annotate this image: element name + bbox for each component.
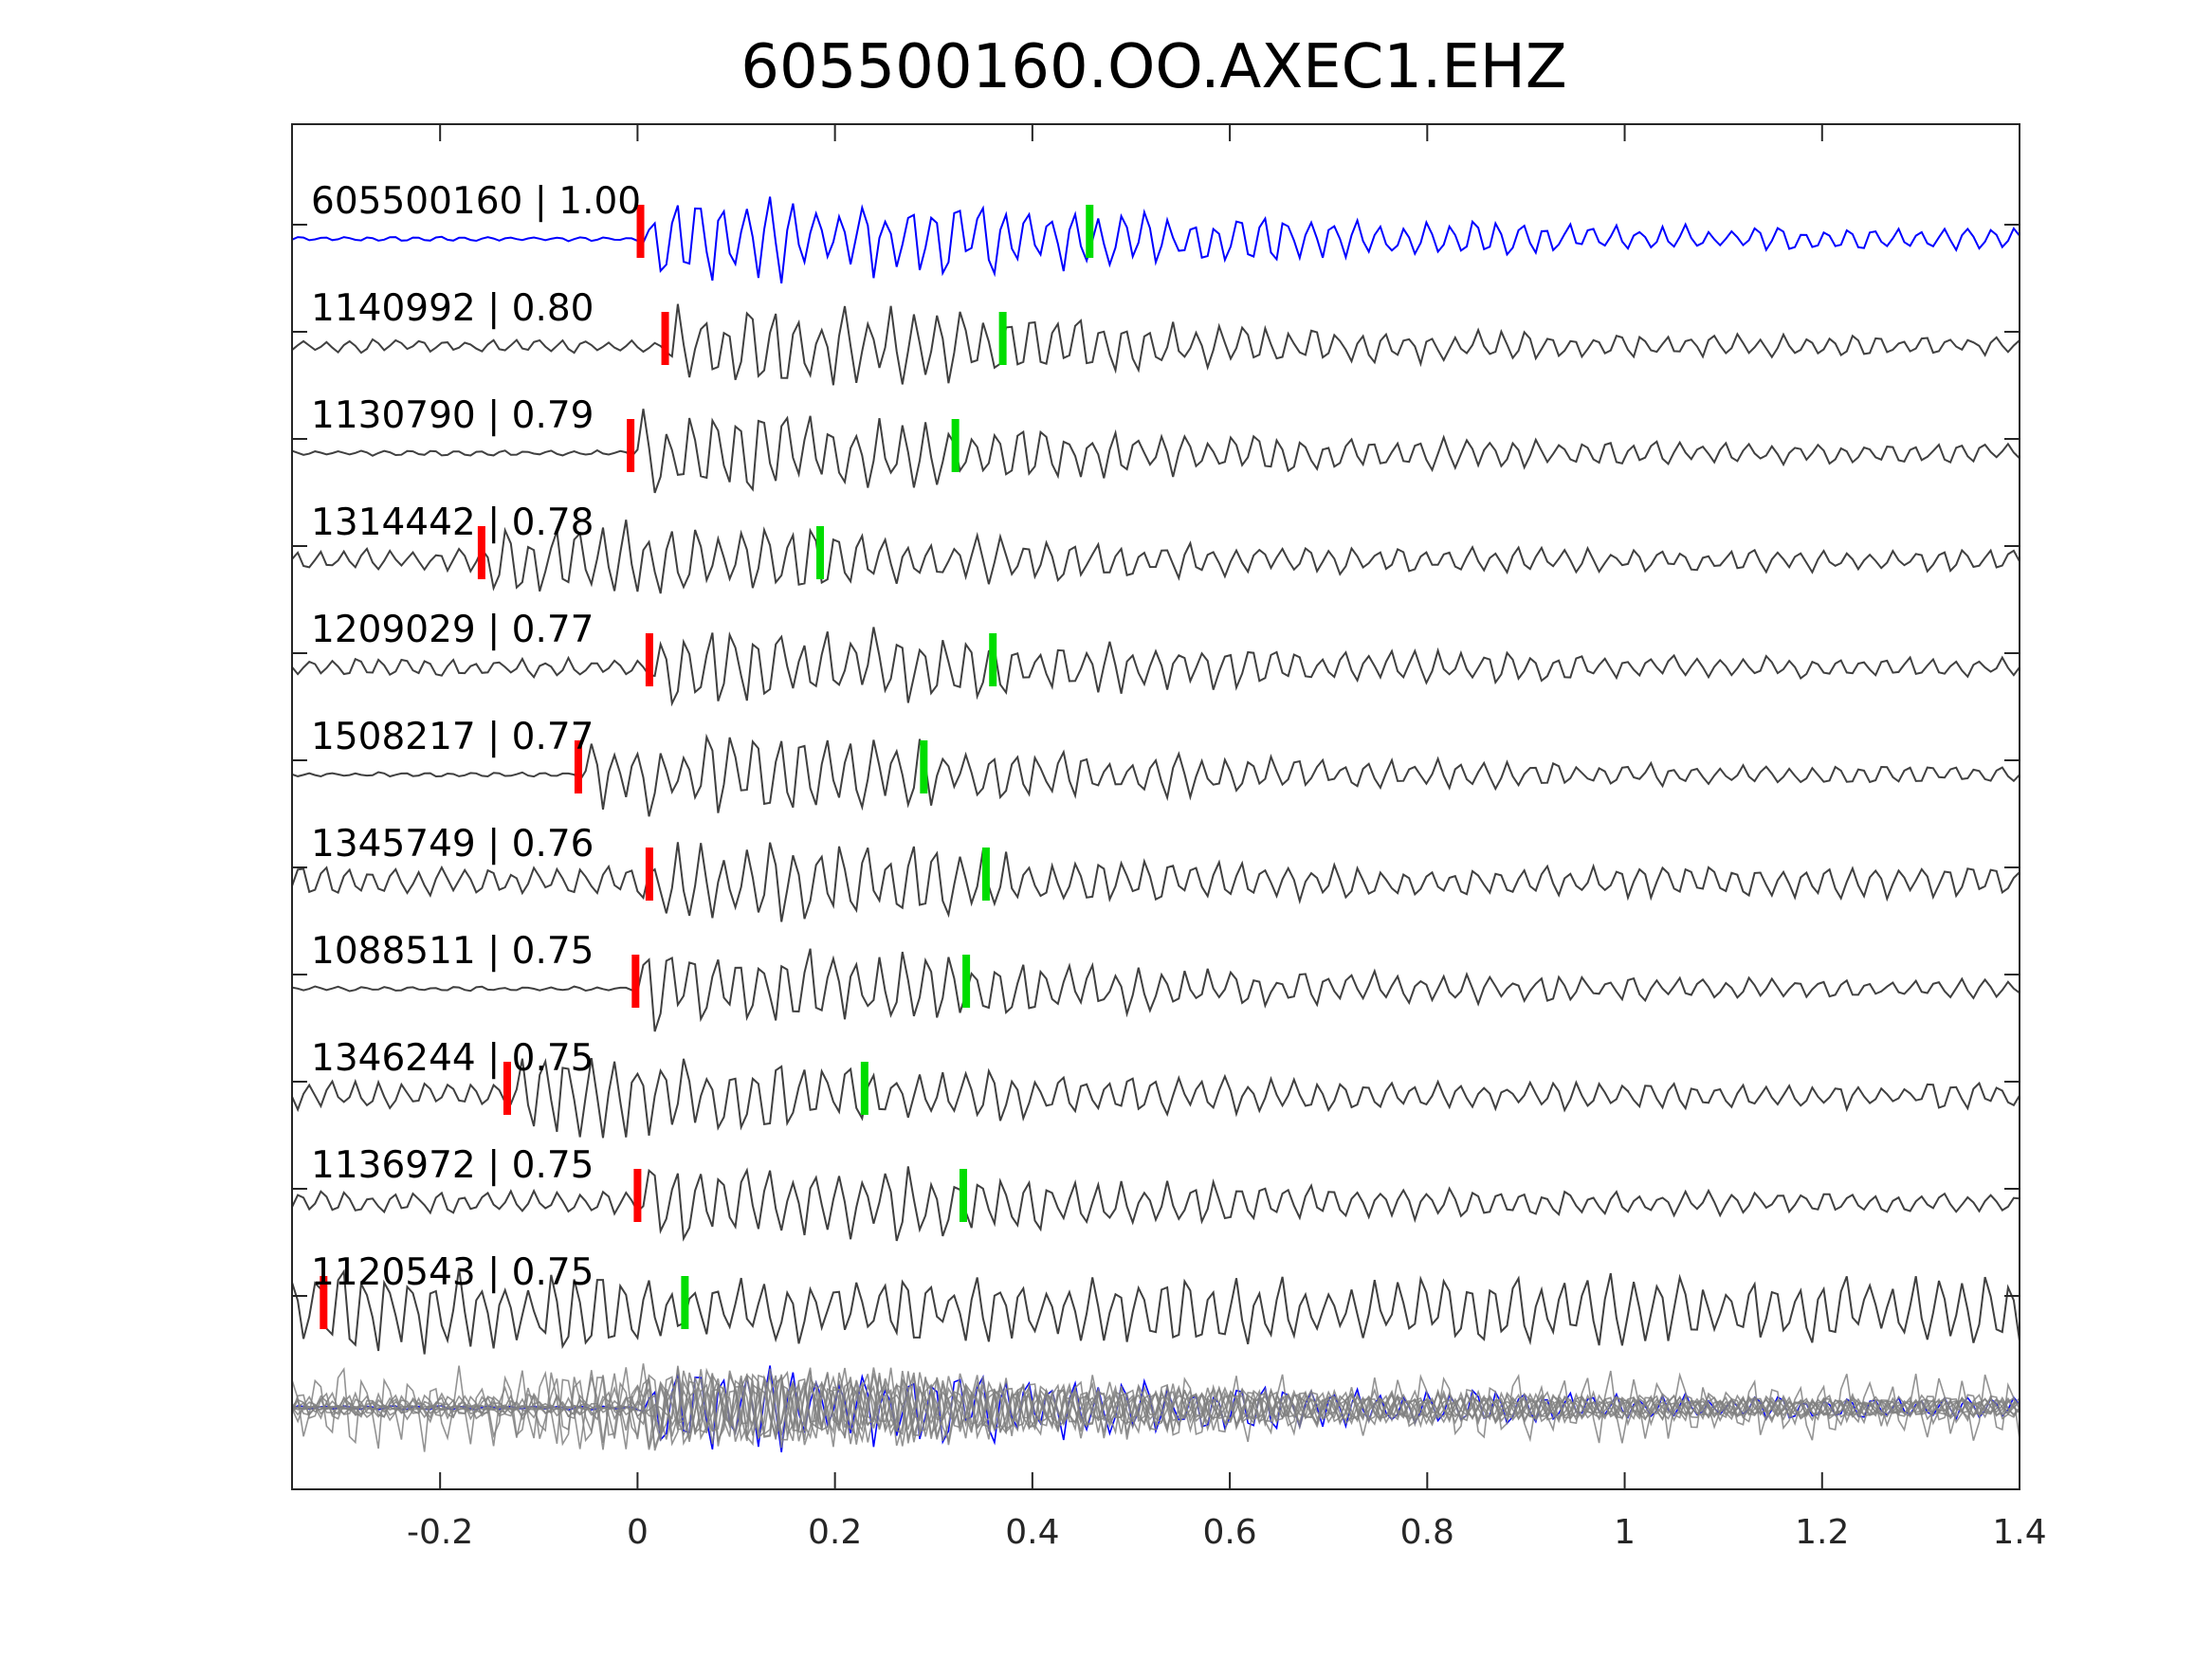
p-pick-marker-3 <box>627 419 635 472</box>
trace-label-7: 1345749 | 0.76 <box>311 823 594 866</box>
s-pick-marker-6 <box>920 740 928 793</box>
trace-label-5: 1209029 | 0.77 <box>311 609 594 651</box>
stack-overlay <box>291 1363 2020 1453</box>
x-tick-label-1: -0.2 <box>407 1513 473 1552</box>
x-tick-label-5: 0.6 <box>1202 1513 1256 1552</box>
p-pick-marker-7 <box>645 848 653 901</box>
x-tick-label-2: 0 <box>627 1513 649 1552</box>
trace-label-3: 1130790 | 0.79 <box>311 394 594 437</box>
trace-2 <box>291 303 2020 386</box>
p-pick-marker-2 <box>661 312 669 365</box>
s-pick-marker-2 <box>998 312 1007 365</box>
p-pick-marker-11 <box>320 1276 328 1329</box>
s-pick-marker-3 <box>951 419 960 472</box>
s-pick-marker-7 <box>981 848 990 901</box>
trace-label-10: 1136972 | 0.75 <box>311 1144 594 1187</box>
stack-trace-5 <box>291 1367 2020 1447</box>
trace-11 <box>291 1267 2020 1355</box>
picks-layer <box>320 205 1094 1329</box>
trace-9 <box>291 1058 2020 1139</box>
x-tick-label-7: 1 <box>1614 1513 1636 1552</box>
trace-8 <box>291 948 2020 1032</box>
x-tick-label-4: 0.4 <box>1005 1513 1059 1552</box>
trace-labels: 605500160 | 1.00 1140992 | 0.80 1130790 | … <box>311 180 641 1294</box>
stack-trace-2 <box>291 1365 2020 1448</box>
trace-label-2: 1140992 | 0.80 <box>311 287 594 330</box>
trace-label-1: 605500160 | 1.00 <box>311 180 641 223</box>
trace-label-11: 1120543 | 0.75 <box>311 1251 594 1294</box>
trace-1 <box>291 196 2020 284</box>
trace-3 <box>291 409 2020 494</box>
s-pick-marker-10 <box>959 1169 967 1222</box>
trace-10 <box>291 1166 2020 1242</box>
trace-label-4: 1314442 | 0.78 <box>311 501 594 544</box>
trace-5 <box>291 627 2020 707</box>
x-tick-label-9: 1.4 <box>1992 1513 2046 1552</box>
s-pick-marker-9 <box>860 1062 868 1115</box>
s-pick-marker-8 <box>962 955 971 1008</box>
s-pick-marker-1 <box>1086 205 1094 258</box>
stack-trace-11 <box>291 1365 2020 1452</box>
p-pick-marker-4 <box>477 526 485 579</box>
x-tick-label-6: 0.8 <box>1400 1513 1454 1552</box>
stack-trace-9 <box>291 1370 2020 1450</box>
s-pick-marker-5 <box>989 633 997 686</box>
x-tick-label-3: 0.2 <box>808 1513 862 1552</box>
p-pick-marker-5 <box>645 633 653 686</box>
y-axis-ticks <box>292 224 2020 1297</box>
chart-title: 605500160.OO.AXEC1.EHZ <box>740 32 1567 102</box>
s-pick-marker-4 <box>816 526 825 579</box>
x-axis-ticks: -0.2 0 0.2 0.4 0.6 0.8 1 1.2 1.4 <box>407 124 2047 1552</box>
p-pick-marker-10 <box>633 1169 642 1222</box>
plot-frame <box>291 123 2020 1490</box>
s-pick-marker-11 <box>681 1276 689 1329</box>
trace-label-8: 1088511 | 0.75 <box>311 930 594 973</box>
p-pick-marker-8 <box>631 955 640 1008</box>
x-tick-label-8: 1.2 <box>1795 1513 1849 1552</box>
p-pick-marker-1 <box>636 205 645 258</box>
p-pick-marker-9 <box>503 1062 511 1115</box>
trace-label-9: 1346244 | 0.75 <box>311 1037 594 1080</box>
p-pick-marker-6 <box>574 740 582 793</box>
trace-4 <box>291 520 2020 594</box>
trace-label-6: 1508217 | 0.77 <box>311 716 594 758</box>
trace-7 <box>291 842 2020 922</box>
stack-trace-8 <box>291 1367 2020 1451</box>
stack-trace-3 <box>291 1363 2020 1449</box>
